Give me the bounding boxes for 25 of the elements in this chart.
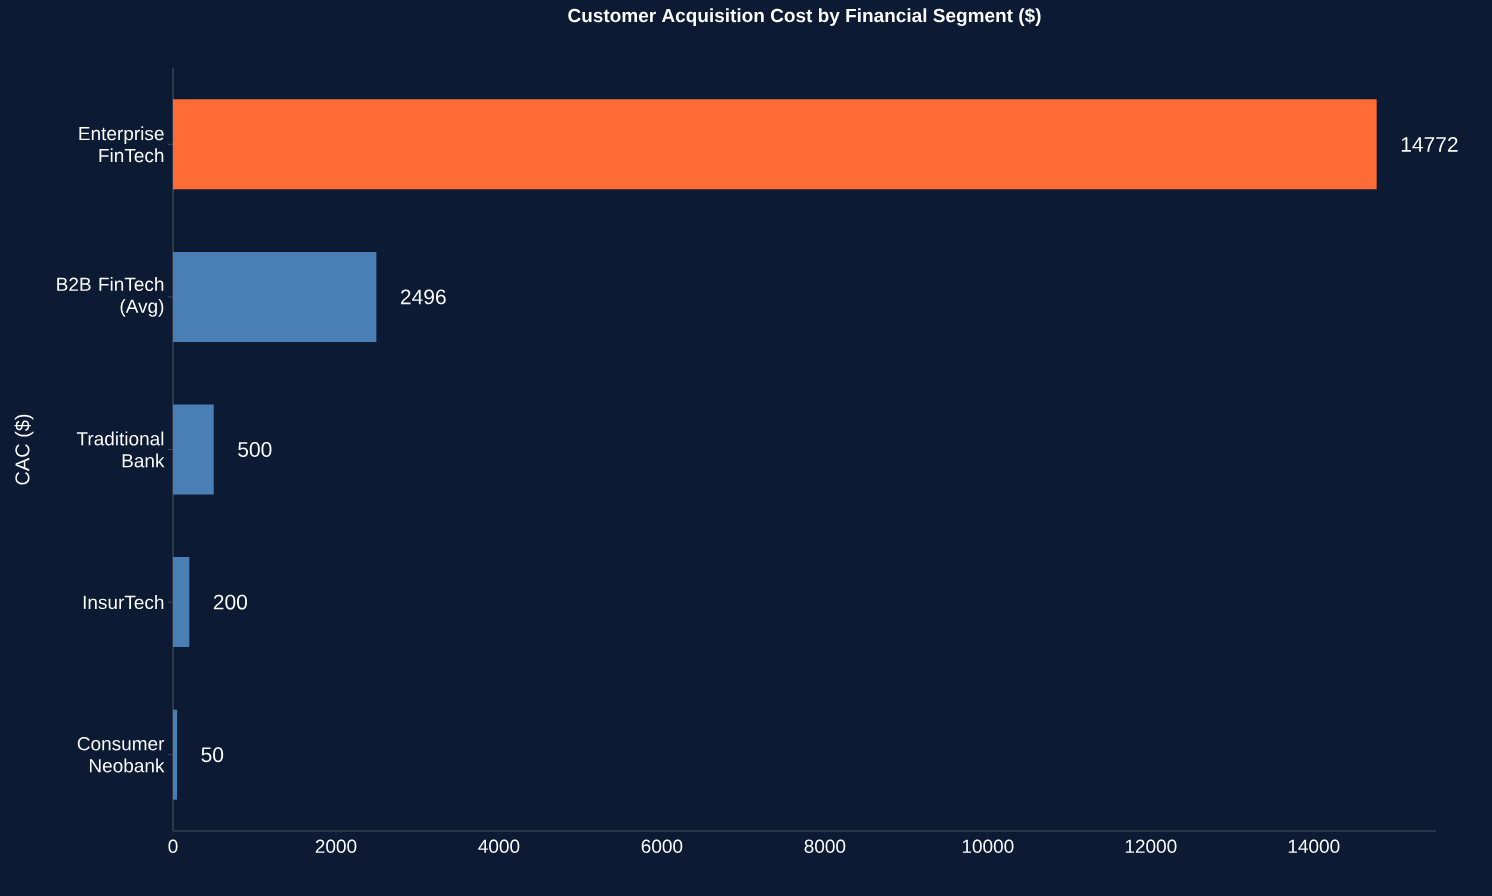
x-tick-label: 12000 bbox=[1125, 839, 1177, 853]
bar bbox=[173, 251, 377, 342]
x-tick-label: 6000 bbox=[641, 839, 683, 853]
data-label: 50 bbox=[201, 747, 224, 763]
bar bbox=[173, 404, 214, 495]
data-label: 2496 bbox=[400, 289, 446, 305]
y-tick-label: Traditional Bank bbox=[76, 431, 165, 468]
bar bbox=[173, 557, 190, 648]
x-tick-label: 8000 bbox=[804, 839, 846, 853]
data-label: 200 bbox=[213, 594, 248, 610]
x-tick-label: 10000 bbox=[962, 839, 1014, 853]
x-tick-label: 14000 bbox=[1288, 839, 1340, 853]
bar bbox=[173, 99, 1377, 190]
data-label: 500 bbox=[238, 442, 272, 457]
bar bbox=[173, 709, 178, 800]
x-tick-label: 4000 bbox=[478, 839, 520, 853]
x-tick-label: 0 bbox=[168, 839, 178, 853]
y-axis-title: CAC ($) bbox=[14, 414, 34, 485]
x-tick-label: 2000 bbox=[315, 839, 357, 853]
chart-title: Customer Acquisition Cost by Financial Segment ($) bbox=[568, 7, 1041, 27]
data-label: 14772 bbox=[1401, 136, 1458, 152]
y-tick-label: Enterprise FinTech bbox=[79, 126, 164, 163]
y-tick-label: Consumer Neobank bbox=[77, 736, 165, 773]
y-tick-label: B2B FinTech (Avg) bbox=[57, 277, 164, 317]
y-tick-label: InsurTech bbox=[83, 595, 164, 610]
